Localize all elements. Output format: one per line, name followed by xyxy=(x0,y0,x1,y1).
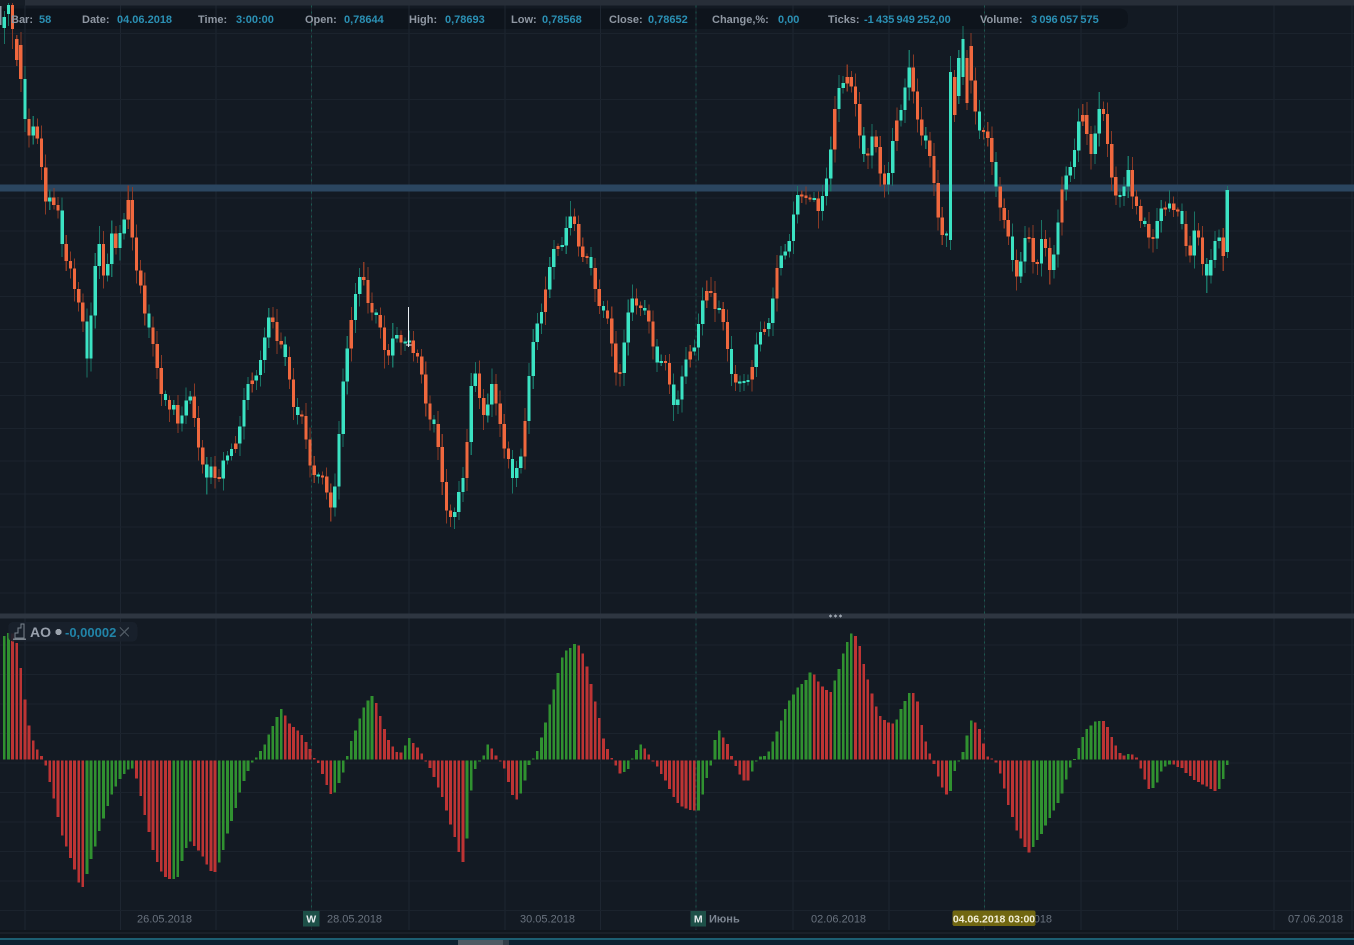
svg-text:Date:: Date: xyxy=(82,14,110,26)
svg-text:0,78693: 0,78693 xyxy=(445,14,485,26)
svg-text:02.06.2018: 02.06.2018 xyxy=(811,914,866,926)
svg-text:Change,%:: Change,%: xyxy=(712,14,769,26)
svg-text:3 096 057 575: 3 096 057 575 xyxy=(1031,14,1099,26)
svg-text:04.06.2018: 04.06.2018 xyxy=(117,14,172,26)
svg-text:0,78644: 0,78644 xyxy=(344,14,385,26)
svg-text:Time:: Time: xyxy=(198,14,227,26)
svg-text:-1 435 949 252,00: -1 435 949 252,00 xyxy=(864,14,951,26)
svg-text:W: W xyxy=(306,914,316,926)
svg-text:58: 58 xyxy=(39,14,51,26)
svg-text:07.06.2018: 07.06.2018 xyxy=(1288,914,1343,926)
svg-text:Low:: Low: xyxy=(511,14,537,26)
svg-text:04.06.2018 03:00: 04.06.2018 03:00 xyxy=(953,914,1035,926)
svg-text:Open:: Open: xyxy=(305,14,337,26)
svg-text:26.05.2018: 26.05.2018 xyxy=(137,914,192,926)
svg-text:Bar:: Bar: xyxy=(11,14,33,26)
svg-text:28.05.2018: 28.05.2018 xyxy=(327,914,382,926)
svg-text:-0,00002: -0,00002 xyxy=(65,625,116,640)
svg-text:Volume:: Volume: xyxy=(980,14,1023,26)
svg-text:0,78652: 0,78652 xyxy=(648,14,688,26)
svg-text:Ticks:: Ticks: xyxy=(828,14,860,26)
svg-text:30.05.2018: 30.05.2018 xyxy=(520,914,575,926)
svg-text:AO: AO xyxy=(30,624,51,640)
svg-text:0,78568: 0,78568 xyxy=(542,14,582,26)
svg-text:0,00: 0,00 xyxy=(778,14,799,26)
svg-text:M: M xyxy=(694,914,703,926)
svg-text:Close:: Close: xyxy=(609,14,643,26)
svg-text:3:00:00: 3:00:00 xyxy=(236,14,274,26)
svg-text:Июнь: Июнь xyxy=(709,914,740,926)
svg-text:High:: High: xyxy=(409,14,437,26)
